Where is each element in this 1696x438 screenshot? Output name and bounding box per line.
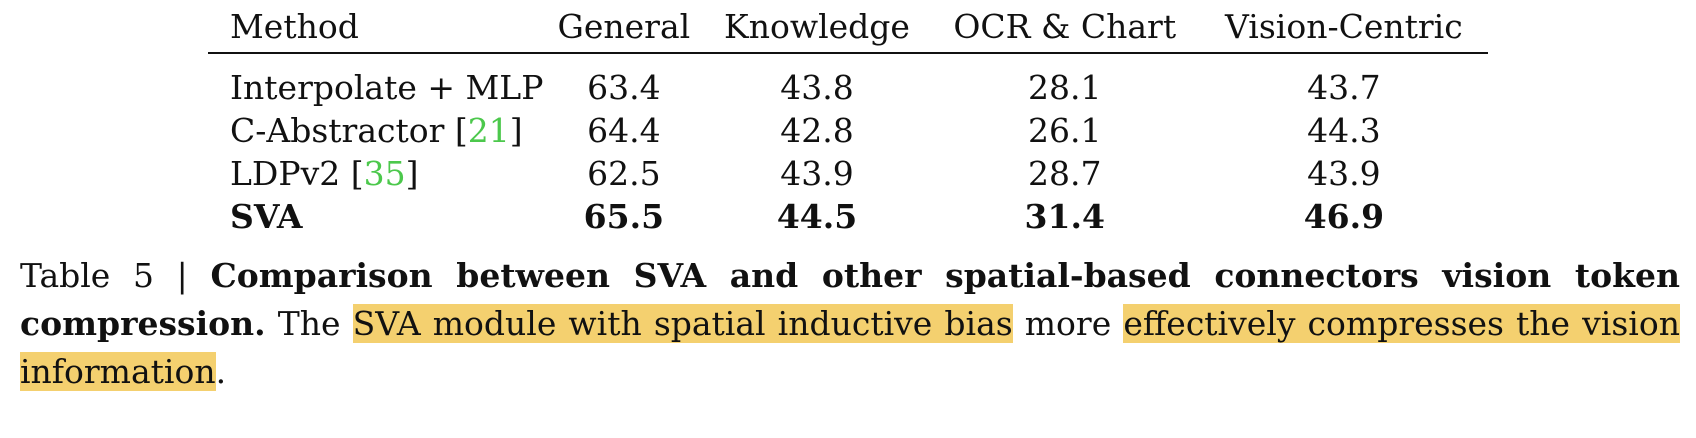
table-row: C-Abstractor [21] 64.4 42.8 26.1 44.3 (208, 109, 1488, 152)
method-name: C-Abstractor (230, 111, 445, 150)
table-caption: Table 5 | Comparison between SVA and oth… (20, 252, 1680, 396)
value-cell: 65.5 (583, 197, 665, 236)
citation-link[interactable]: 35 (363, 154, 406, 193)
caption-highlight: SVA module with spatial inductive bias (352, 304, 1013, 343)
method-cell: Interpolate + MLP (208, 53, 543, 109)
value-cell: 43.9 (780, 154, 854, 193)
value-cell: 63.4 (587, 68, 661, 107)
value-cell: 28.1 (1027, 68, 1102, 107)
method-name: Interpolate + MLP (230, 68, 544, 107)
method-cell: SVA (208, 195, 543, 244)
value-cell: 31.4 (1024, 197, 1105, 236)
value-cell: 42.8 (780, 111, 854, 150)
value-cell: 64.4 (587, 111, 661, 150)
caption-text: The (277, 304, 341, 343)
caption-title: Comparison between SVA and other spatial… (20, 256, 1680, 343)
results-table: Method General Knowledge OCR & Chart Vis… (208, 0, 1488, 244)
value-cell: 44.5 (776, 197, 858, 236)
value-cell: 43.9 (1307, 154, 1381, 193)
table-row: LDPv2 [35] 62.5 43.9 28.7 43.9 (208, 152, 1488, 195)
header-method: Method (208, 0, 544, 54)
caption-label: Table 5 | (20, 256, 188, 295)
method-cell: C-Abstractor [21] (230, 111, 523, 150)
caption-text: . (215, 352, 227, 391)
method-name: SVA (230, 197, 303, 236)
table-row: SVA 65.5 44.5 31.4 46.9 (208, 195, 1488, 244)
value-cell: 43.7 (1307, 68, 1381, 107)
value-cell: 46.9 (1303, 197, 1385, 236)
header-vision-centric: Vision-Centric (1199, 0, 1488, 54)
method-cell: LDPv2 [35] (230, 154, 419, 193)
table-row: Interpolate + MLP 63.4 43.8 28.1 43.7 (208, 53, 1488, 109)
header-knowledge: Knowledge (704, 0, 930, 54)
value-cell: 43.8 (780, 68, 854, 107)
results-table-container: Method General Knowledge OCR & Chart Vis… (208, 0, 1488, 244)
header-general: General (543, 0, 705, 54)
method-name: LDPv2 (230, 154, 341, 193)
value-cell: 44.3 (1307, 111, 1381, 150)
value-cell: 26.1 (1027, 111, 1102, 150)
citation-link[interactable]: 21 (467, 111, 510, 150)
table-header-row: Method General Knowledge OCR & Chart Vis… (208, 0, 1488, 54)
value-cell: 28.7 (1027, 154, 1102, 193)
caption-text: more (1024, 304, 1112, 343)
header-ocr-chart: OCR & Chart (929, 0, 1200, 54)
value-cell: 62.5 (587, 154, 661, 193)
